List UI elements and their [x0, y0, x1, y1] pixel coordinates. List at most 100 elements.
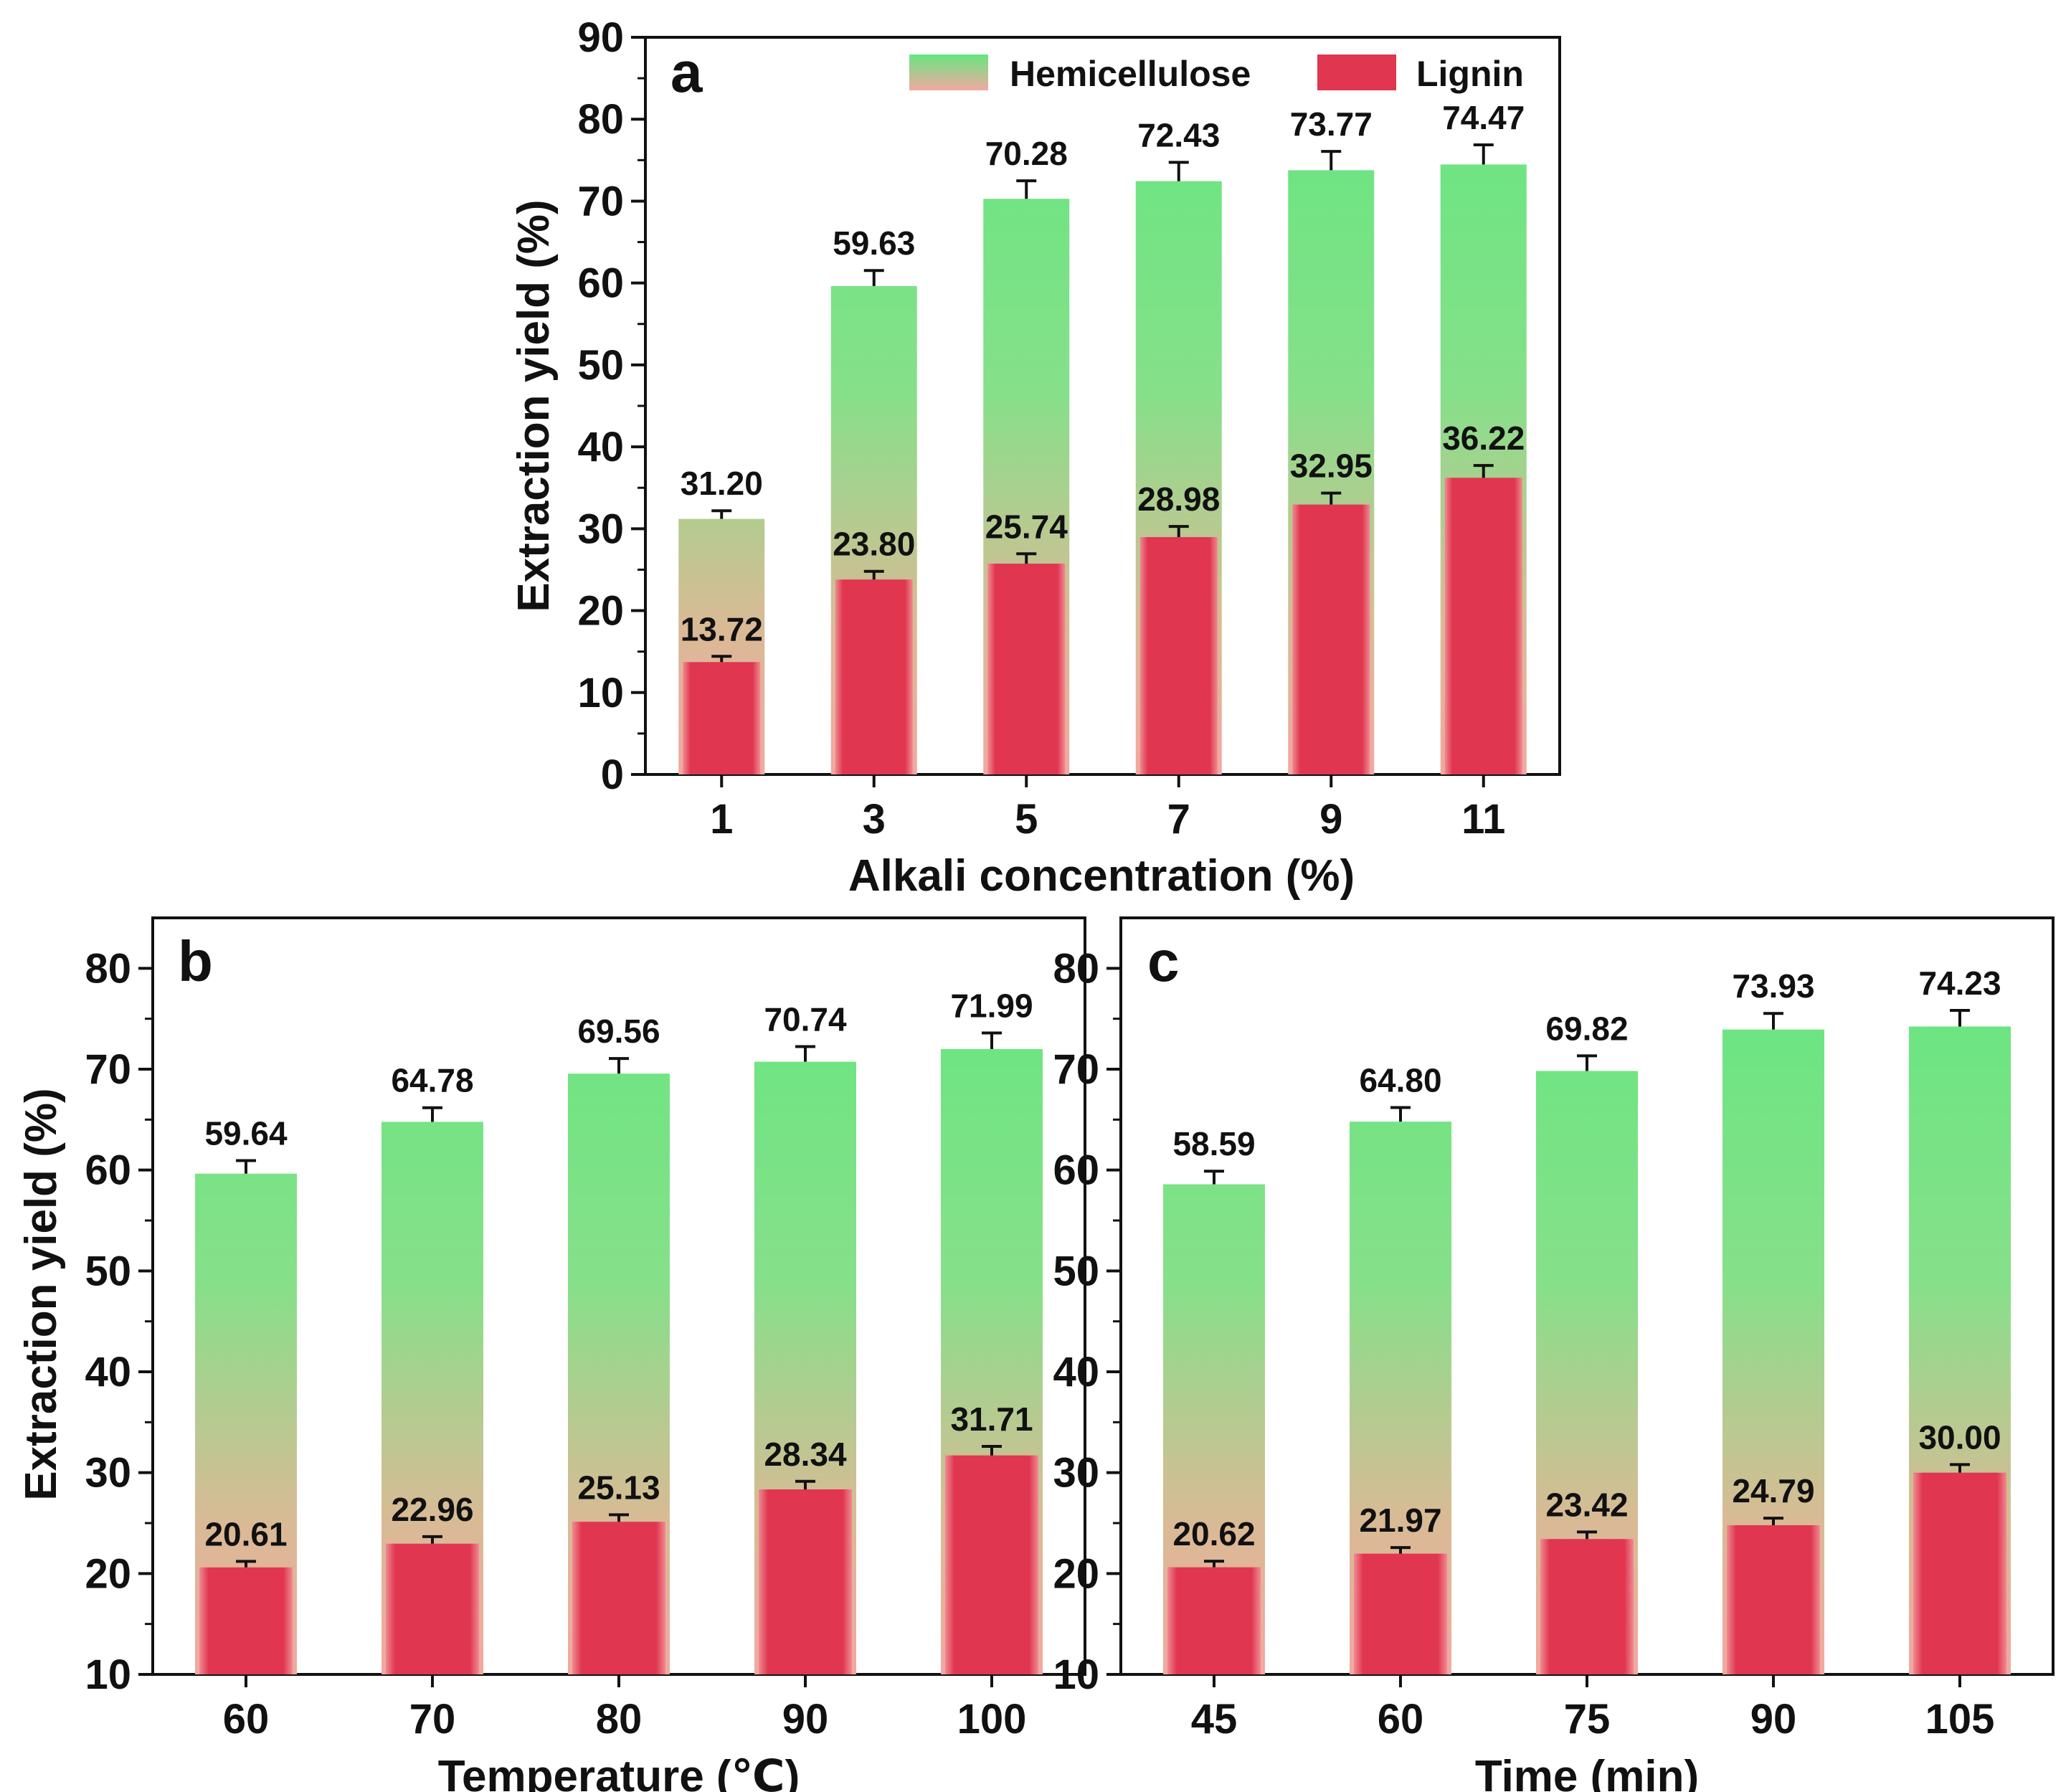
- y-axis-title-a: Extraction yield (%): [509, 199, 559, 612]
- data-label-hemicellulose: 59.63: [833, 224, 915, 262]
- x-tick-label: 90: [1750, 1696, 1797, 1743]
- x-axis-title-a: Alkali concentration (%): [848, 851, 1355, 901]
- data-label-lignin: 36.22: [1442, 419, 1525, 457]
- chart-panel-a: 31.20 13.72 59.63 23.80 70.28 25.74 72.43 28.98…: [509, 14, 1561, 901]
- x-tick-label: 90: [782, 1696, 829, 1743]
- x-tick-label: 105: [1925, 1696, 1995, 1743]
- data-label-lignin: 20.61: [204, 1515, 287, 1552]
- data-label-hemicellulose: 69.56: [577, 1013, 660, 1050]
- data-label-lignin: 24.79: [1732, 1472, 1814, 1509]
- bar-lignin: [987, 563, 1066, 774]
- y-axis-title-b: Extraction yield (%): [16, 1088, 66, 1500]
- x-tick-label: 70: [409, 1696, 456, 1743]
- bar-lignin: [683, 662, 761, 774]
- y-tick-label: 20: [1053, 1550, 1099, 1597]
- y-tick-label: 40: [577, 424, 624, 470]
- legend-label-hemicellulose: Hemicellulose: [1010, 54, 1251, 94]
- data-label-lignin: 23.42: [1545, 1486, 1628, 1523]
- y-tick-label: 30: [85, 1450, 131, 1497]
- bar-lignin: [386, 1543, 479, 1674]
- data-label-lignin: 25.13: [577, 1469, 660, 1506]
- y-tick-label: 10: [1053, 1651, 1099, 1698]
- data-label-lignin: 21.97: [1359, 1502, 1441, 1539]
- bars-a: 31.20 13.72 59.63 23.80 70.28 25.74 72.43 28.98…: [678, 99, 1527, 775]
- data-label-hemicellulose: 70.28: [985, 135, 1068, 172]
- y-tick-label: 80: [577, 96, 624, 143]
- x-tick-label: 100: [957, 1696, 1027, 1743]
- chart-panel-c: 58.59 20.62 64.80 21.97 69.82 23.42 73.93 24.79…: [1053, 916, 2055, 1792]
- bar-lignin: [1540, 1539, 1634, 1674]
- y-tick-label: 10: [577, 670, 624, 716]
- data-label-lignin: 32.95: [1290, 447, 1373, 485]
- bars-c: 58.59 20.62 64.80 21.97 69.82 23.42 73.93 24.79…: [1163, 964, 2011, 1674]
- legend: Hemicellulose Lignin: [909, 54, 1524, 94]
- y-tick-label: 50: [1053, 1248, 1099, 1294]
- y-tick-label: 50: [577, 342, 624, 389]
- data-label-hemicellulose: 31.20: [681, 465, 763, 502]
- bar-lignin: [1292, 504, 1370, 774]
- x-tick-label: 7: [1167, 796, 1190, 843]
- data-label-lignin: 30.00: [1918, 1418, 2001, 1456]
- bar-lignin: [1913, 1472, 2006, 1674]
- y-tick-label: 70: [1053, 1046, 1099, 1093]
- legend-label-lignin: Lignin: [1416, 54, 1524, 94]
- x-tick-label: 60: [1378, 1696, 1424, 1743]
- legend-swatch-hemicellulose: [909, 54, 988, 90]
- y-tick-label: 50: [85, 1248, 131, 1294]
- x-axis-c: 45 60 75 90 105: [1191, 1674, 1995, 1743]
- bar-lignin: [1139, 536, 1218, 774]
- x-axis-title-c: Time (min): [1475, 1752, 1699, 1792]
- data-label-hemicellulose: 73.93: [1732, 967, 1814, 1005]
- y-tick-label: 90: [577, 14, 624, 61]
- x-tick-label: 5: [1015, 796, 1038, 843]
- y-tick-label: 70: [577, 178, 624, 224]
- x-tick-label: 60: [223, 1696, 270, 1743]
- x-tick-label: 75: [1564, 1696, 1611, 1743]
- x-tick-label: 3: [863, 796, 886, 843]
- y-axis-a: 0 10 20 30 40 50 60 70 80 90: [577, 14, 645, 798]
- bar-lignin: [1354, 1553, 1447, 1674]
- bar-lignin: [572, 1522, 665, 1674]
- data-label-hemicellulose: 74.47: [1442, 99, 1525, 136]
- x-axis-a: 1 3 5 7 9 11: [710, 774, 1505, 843]
- y-tick-label: 60: [85, 1147, 131, 1194]
- x-axis-title-b: Temperature (℃): [438, 1752, 800, 1792]
- y-tick-label: 70: [85, 1046, 131, 1093]
- data-label-hemicellulose: 64.78: [391, 1062, 473, 1099]
- data-label-hemicellulose: 72.43: [1137, 116, 1220, 153]
- bar-lignin: [1727, 1525, 1820, 1674]
- x-tick-label: 45: [1191, 1696, 1238, 1743]
- plot-frame-a: [644, 36, 1561, 776]
- data-label-hemicellulose: 74.23: [1918, 964, 2001, 1002]
- y-tick-label: 30: [577, 506, 624, 552]
- y-tick-label: 60: [577, 260, 624, 307]
- data-label-hemicellulose: 64.80: [1359, 1061, 1441, 1099]
- y-tick-label: 80: [85, 945, 131, 992]
- bars-b: 59.64 20.61 64.78 22.96 69.56 25.13 70.74 28.34…: [195, 987, 1043, 1674]
- y-tick-label: 10: [85, 1651, 131, 1698]
- data-label-hemicellulose: 73.77: [1290, 105, 1373, 143]
- data-label-hemicellulose: 70.74: [764, 1000, 847, 1038]
- data-label-lignin: 31.71: [950, 1400, 1033, 1438]
- x-tick-label: 80: [596, 1696, 643, 1743]
- x-tick-label: 9: [1319, 796, 1342, 843]
- data-label-lignin: 20.62: [1172, 1515, 1255, 1552]
- bar-lignin: [759, 1489, 852, 1674]
- data-label-hemicellulose: 69.82: [1545, 1010, 1628, 1047]
- y-axis-c: 10 20 30 40 50 60 70 80: [1053, 945, 1121, 1698]
- bar-lignin: [199, 1567, 293, 1674]
- legend-swatch-lignin: [1317, 54, 1396, 90]
- x-tick-label: 1: [710, 796, 733, 843]
- y-tick-label: 30: [1053, 1450, 1099, 1497]
- bar-lignin: [1167, 1567, 1261, 1674]
- data-label-lignin: 25.74: [985, 508, 1068, 545]
- y-tick-label: 40: [1053, 1349, 1099, 1395]
- data-label-lignin: 22.96: [391, 1491, 473, 1528]
- chart-panel-b: 59.64 20.61 64.78 22.96 69.56 25.13 70.74 28.34…: [16, 916, 1086, 1792]
- x-tick-label: 11: [1461, 796, 1505, 843]
- panel-letter-b: b: [178, 929, 213, 993]
- bar-lignin: [1444, 478, 1522, 774]
- y-axis-b: 10 20 30 40 50 60 70 80: [85, 945, 153, 1698]
- data-label-hemicellulose: 58.59: [1172, 1125, 1255, 1162]
